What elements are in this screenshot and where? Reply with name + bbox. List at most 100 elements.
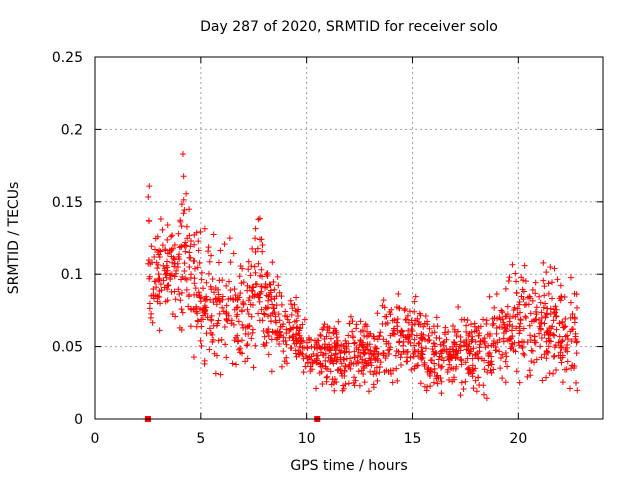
data-point: [154, 293, 161, 300]
data-point: [411, 321, 418, 328]
data-point: [393, 348, 400, 355]
data-point: [412, 348, 419, 355]
data-point: [327, 368, 334, 375]
data-point: [404, 358, 411, 365]
data-point: [477, 337, 484, 344]
data-point: [471, 328, 478, 335]
data-point: [176, 251, 183, 258]
data-point: [572, 333, 579, 340]
data-point: [245, 266, 252, 273]
data-point: [353, 325, 360, 332]
data-point: [454, 328, 461, 335]
data-point: [430, 379, 437, 386]
data-point: [292, 347, 299, 354]
data-point: [351, 340, 358, 347]
data-point: [184, 235, 191, 242]
data-point: [225, 278, 232, 285]
data-point: [441, 338, 448, 345]
data-point: [500, 335, 507, 342]
data-point: [467, 346, 474, 353]
data-point: [556, 295, 563, 302]
data-point: [431, 369, 438, 376]
data-point: [355, 368, 362, 375]
data-point: [396, 305, 403, 312]
data-point: [151, 253, 158, 260]
data-point: [510, 313, 517, 320]
data-point: [249, 293, 256, 300]
data-point: [169, 232, 176, 239]
data-point: [349, 328, 356, 335]
data-point: [228, 317, 235, 324]
data-point: [223, 354, 230, 361]
data-point: [193, 323, 200, 330]
data-point: [496, 336, 503, 343]
data-point: [519, 344, 526, 351]
data-point: [420, 323, 427, 330]
data-point: [433, 375, 440, 382]
data-point: [466, 369, 473, 376]
data-point: [181, 260, 188, 267]
data-point: [499, 308, 506, 315]
x-tick-label: 20: [509, 431, 527, 447]
data-point: [163, 274, 170, 281]
data-point: [195, 247, 202, 254]
data-point: [566, 385, 573, 392]
data-point: [206, 346, 213, 353]
data-point: [464, 365, 471, 372]
data-point: [195, 318, 202, 325]
data-point: [319, 351, 326, 358]
data-point: [254, 245, 261, 252]
data-point: [262, 284, 269, 291]
data-point: [417, 380, 424, 387]
data-point: [529, 348, 536, 355]
data-point: [540, 277, 547, 284]
data-point: [527, 310, 534, 317]
data-point: [559, 379, 566, 386]
data-point: [150, 286, 157, 293]
data-point: [171, 273, 178, 280]
data-point: [218, 336, 225, 343]
data-point: [156, 253, 163, 260]
data-point: [362, 346, 369, 353]
data-point: [541, 283, 548, 290]
data-point: [324, 373, 331, 380]
data-point: [476, 344, 483, 351]
data-point: [526, 367, 533, 374]
data-point: [430, 340, 437, 347]
data-point: [500, 330, 507, 337]
data-point: [545, 290, 552, 297]
data-point: [229, 360, 236, 367]
data-point: [175, 230, 182, 237]
data-point: [197, 294, 204, 301]
data-point: [252, 269, 259, 276]
data-point: [192, 285, 199, 292]
data-point: [522, 278, 529, 285]
data-point: [162, 246, 169, 253]
data-point: [365, 388, 372, 395]
data-point: [186, 264, 193, 271]
data-point: [164, 286, 171, 293]
data-point: [461, 339, 468, 346]
data-point: [460, 386, 467, 393]
data-point: [419, 335, 426, 342]
data-point: [331, 387, 338, 394]
data-point: [480, 316, 487, 323]
data-point: [403, 334, 410, 341]
data-point: [157, 215, 164, 222]
data-point: [502, 285, 509, 292]
data-point: [564, 332, 571, 339]
data-point: [169, 259, 176, 266]
data-point: [245, 258, 252, 265]
data-point: [213, 322, 220, 329]
data-point: [569, 311, 576, 318]
data-point: [526, 322, 533, 329]
data-point: [493, 330, 500, 337]
data-point: [376, 369, 383, 376]
data-point: [367, 359, 374, 366]
data-point: [296, 332, 303, 339]
data-point: [416, 339, 423, 346]
data-point: [205, 248, 212, 255]
data-point: [543, 269, 550, 276]
data-point: [395, 290, 402, 297]
data-point: [574, 338, 581, 345]
